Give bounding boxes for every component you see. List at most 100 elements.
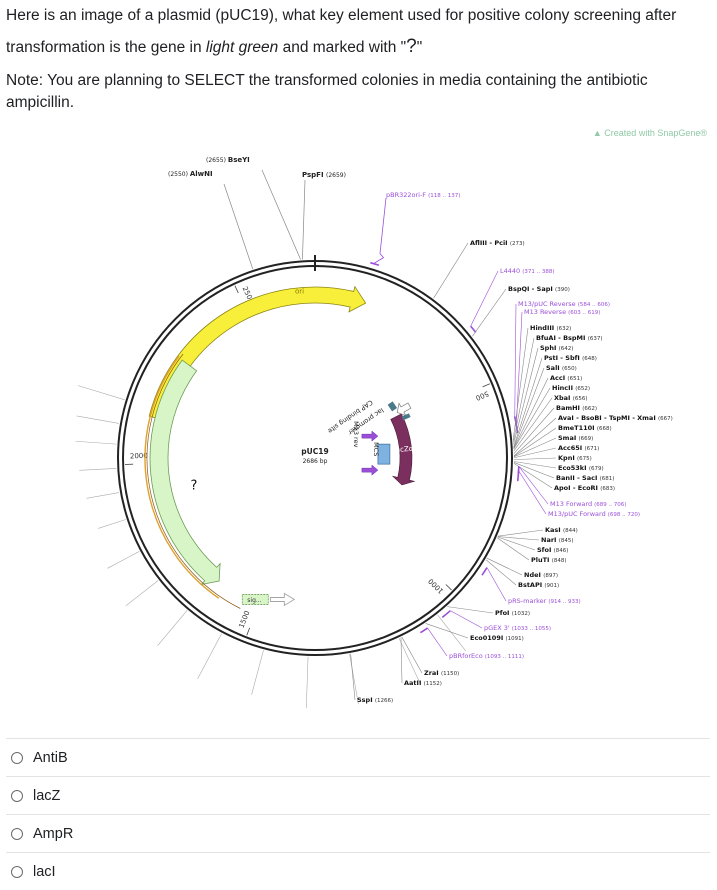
site-leader-line bbox=[519, 471, 546, 514]
primer-binding-mark bbox=[518, 471, 519, 482]
site-label-eco0109i: Eco0109I (1091) bbox=[470, 634, 524, 642]
m13-rev-primer-arrow bbox=[362, 431, 378, 441]
radial-tick-line bbox=[79, 468, 116, 470]
option-antib[interactable]: AntiB bbox=[6, 738, 710, 776]
site-leader-line bbox=[426, 623, 468, 638]
primer-binding-mark bbox=[482, 568, 487, 576]
option-label: AntiB bbox=[33, 750, 68, 766]
radial-tick-line bbox=[252, 650, 264, 694]
radio-button-icon[interactable] bbox=[11, 790, 23, 802]
radial-tick-line bbox=[77, 416, 119, 423]
site-label-pfoi: PfoI (1032) bbox=[495, 609, 530, 617]
plasmid-name: pUC19 bbox=[301, 447, 328, 456]
site-leader-line bbox=[514, 348, 538, 444]
site-leader-line bbox=[487, 568, 506, 601]
site-label-ndei: NdeI (897) bbox=[524, 571, 558, 579]
question-text-part: and marked with " bbox=[278, 39, 406, 56]
cap-binding-site-box bbox=[388, 401, 397, 411]
snapgene-logo-icon: ▲ bbox=[593, 128, 602, 138]
radial-tick-line bbox=[126, 581, 158, 606]
site-label-m13-puc-reverse: M13/pUC Reverse (584 .. 606) bbox=[518, 300, 610, 308]
ori-feature-arrow bbox=[149, 287, 365, 421]
radial-tick-line bbox=[306, 657, 308, 708]
question-text-part: " bbox=[417, 39, 423, 56]
radial-tick-line bbox=[399, 638, 420, 682]
radial-tick-line bbox=[438, 615, 466, 651]
site-label-bspqi-sapi: BspQI - SapI (390) bbox=[508, 285, 570, 293]
site-label-apoi-ecori: ApoI - EcoRI (683) bbox=[554, 484, 615, 492]
site-leader-line bbox=[498, 530, 543, 536]
watermark-text: Created with SnapGene® bbox=[604, 128, 707, 138]
scale-tick bbox=[446, 584, 452, 590]
scale-tick bbox=[247, 628, 250, 635]
radial-tick-line bbox=[78, 385, 125, 399]
site-leader-line bbox=[447, 607, 493, 613]
site-label-avai-bsobi-tspmi-xmai: AvaI - BsoBI - TspMI - XmaI (667) bbox=[558, 414, 673, 422]
site-leader-line bbox=[519, 466, 548, 504]
mcs-label: MCS bbox=[372, 442, 380, 456]
site-leader-line bbox=[514, 448, 556, 458]
site-label-m13-puc-forward: M13/pUC Forward (698 .. 720) bbox=[548, 510, 640, 518]
site-label-kasi: KasI (844) bbox=[545, 526, 578, 534]
scale-label-1000: 1000 bbox=[427, 577, 445, 595]
site-leader-line bbox=[224, 184, 253, 269]
radial-tick-line bbox=[87, 493, 119, 499]
site-label-kpni: KpnI (675) bbox=[558, 454, 592, 462]
site-label-pbrforeco: pBRforEco (1093 .. 1111) bbox=[449, 652, 524, 660]
m13-rev-label: M13 rev bbox=[352, 421, 360, 447]
site-label-bstapi: BstAPI (901) bbox=[518, 581, 559, 589]
site-label-pluti: PluTI (848) bbox=[531, 556, 567, 564]
site-leader-line bbox=[262, 170, 301, 260]
site-leader-line bbox=[428, 628, 447, 656]
site-leader-line bbox=[434, 243, 468, 298]
option-laci[interactable]: lacI bbox=[6, 852, 710, 890]
radio-button-icon[interactable] bbox=[11, 752, 23, 764]
primer-binding-mark bbox=[442, 611, 450, 618]
site-label-acc65i: Acc65I (671) bbox=[558, 444, 599, 452]
site-leader-line bbox=[450, 611, 482, 628]
option-lacz[interactable]: lacZ bbox=[6, 776, 710, 814]
primer-label-pbr322ori-f: pBR322ori-F (118 .. 137) bbox=[386, 191, 460, 199]
site-leader-line bbox=[497, 538, 529, 560]
ori-label: ori bbox=[295, 288, 304, 296]
site-leader-line bbox=[514, 418, 556, 456]
site-label-m13-reverse: M13 Reverse (603 .. 619) bbox=[524, 308, 600, 316]
site-leader-line bbox=[486, 560, 516, 585]
question-line-2: transformation is the gene in light gree… bbox=[6, 31, 711, 63]
site-label-psti-sbfi: PstI - SbfI (648) bbox=[544, 354, 597, 362]
site-leader-line bbox=[514, 438, 556, 457]
site-label-sali: SalI (650) bbox=[546, 364, 577, 372]
radio-button-icon[interactable] bbox=[11, 828, 23, 840]
site-leader-line bbox=[515, 304, 516, 417]
site-leader-line bbox=[514, 458, 556, 460]
site-label-prs-marker: pRS-marker (914 .. 933) bbox=[508, 597, 581, 605]
snapgene-watermark: ▲ Created with SnapGene® bbox=[593, 128, 707, 138]
question-mark-symbol: ? bbox=[406, 36, 417, 57]
radio-button-icon[interactable] bbox=[11, 866, 23, 878]
option-label: lacZ bbox=[33, 788, 60, 804]
question-line-1: Here is an image of a plasmid (pUC19), w… bbox=[6, 0, 711, 31]
site-label-aatii: AatII (1152) bbox=[404, 679, 442, 687]
scale-tick bbox=[235, 286, 238, 293]
option-label: AmpR bbox=[33, 826, 73, 842]
option-ampr[interactable]: AmpR bbox=[6, 814, 710, 852]
site-label-bmet110i: BmeT110I (668) bbox=[558, 424, 612, 432]
site-label-banii-saci: BanII - SacI (681) bbox=[556, 474, 614, 482]
radial-tick-line bbox=[158, 610, 188, 645]
answer-options: AntiB lacZ AmpR lacI bbox=[6, 738, 710, 890]
site-label-bfuai-bspmi: BfuAI - BspMI (637) bbox=[536, 334, 603, 342]
question-mark-label: ? bbox=[191, 479, 198, 494]
note-line-1: Note: You are planning to SELECT the tra… bbox=[6, 70, 711, 92]
site-label-bamhi: BamHI (662) bbox=[556, 404, 597, 412]
radial-tick-line bbox=[108, 551, 140, 568]
plasmid-size: 2686 bp bbox=[303, 458, 328, 465]
site-label-acci: AccI (651) bbox=[550, 374, 582, 382]
signal-peptide-label: sig... bbox=[247, 597, 261, 604]
site-label-m13-forward: M13 Forward (689 .. 706) bbox=[550, 500, 626, 508]
site-label-l4440: L4440 (371 .. 388) bbox=[500, 267, 555, 275]
site-label-alwni: (2550) AlwNI bbox=[168, 170, 213, 178]
radial-tick-line bbox=[76, 441, 117, 444]
light-green-emphasis: light green bbox=[206, 39, 278, 56]
site-leader-line bbox=[514, 398, 552, 451]
primer-binding-mark bbox=[471, 326, 476, 332]
